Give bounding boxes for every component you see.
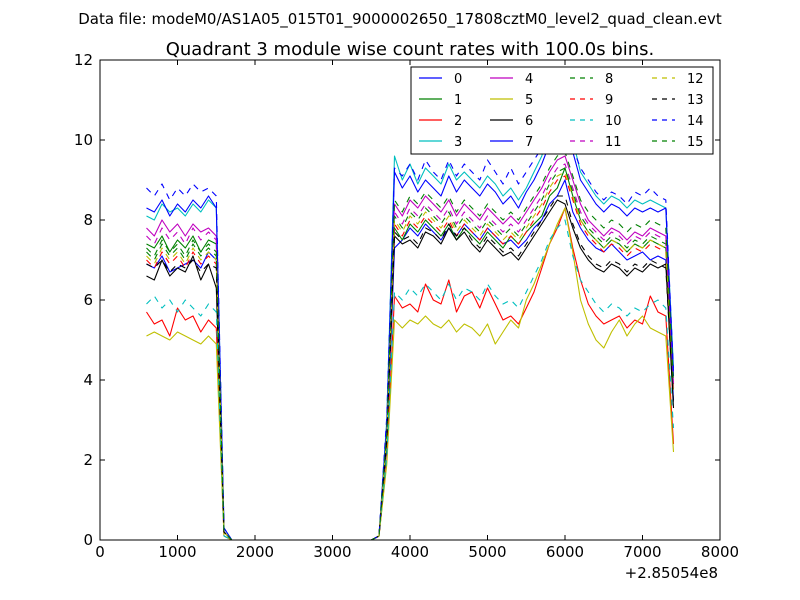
y-tick-label: 8 xyxy=(83,211,93,229)
legend-label-4: 4 xyxy=(525,72,533,87)
series-line-7 xyxy=(146,115,675,541)
legend-label-11: 11 xyxy=(605,135,622,150)
x-axis: 0 1000 2000 3000 4000 5000 6000 7000 8000 xyxy=(95,60,739,561)
plot-frame xyxy=(99,59,721,541)
y-tick-label: 2 xyxy=(83,451,93,469)
legend-box xyxy=(410,66,714,155)
legend-label-14: 14 xyxy=(687,114,704,129)
x-axis-offset-label: +2.85054e8 xyxy=(625,564,718,582)
x-tick-label: 5000 xyxy=(468,543,506,561)
legend-label-5: 5 xyxy=(525,93,533,108)
legend-label-13: 13 xyxy=(687,93,704,108)
legend-label-15: 15 xyxy=(687,135,704,150)
y-tick-label: 12 xyxy=(74,51,93,69)
series-line-14 xyxy=(146,115,675,541)
x-tick-label: 7000 xyxy=(623,543,661,561)
series-line-5 xyxy=(146,207,675,541)
legend-label-9: 9 xyxy=(605,93,613,108)
legend-label-6: 6 xyxy=(525,114,533,129)
legend-label-3: 3 xyxy=(454,135,462,150)
y-tick-label: 6 xyxy=(83,291,93,309)
legend-label-12: 12 xyxy=(687,72,704,87)
figure-suptitle: Data file: modeM0/AS1A05_015T01_90000026… xyxy=(78,10,722,29)
plot-lines xyxy=(146,95,675,541)
x-tick-label: 3000 xyxy=(313,543,351,561)
series-line-15 xyxy=(146,151,675,541)
y-tick-label: 10 xyxy=(74,131,93,149)
legend-label-7: 7 xyxy=(525,135,533,150)
legend-label-10: 10 xyxy=(605,114,622,129)
x-tick-label: 0 xyxy=(95,543,105,561)
x-tick-label: 4000 xyxy=(391,543,429,561)
y-tick-label: 0 xyxy=(83,531,93,549)
x-tick-label: 6000 xyxy=(546,543,584,561)
series-line-9 xyxy=(146,175,675,541)
legend-label-8: 8 xyxy=(605,72,613,87)
x-tick-label: 8000 xyxy=(701,543,739,561)
y-tick-label: 4 xyxy=(83,371,93,389)
legend-label-1: 1 xyxy=(454,93,462,108)
chart-title: Quadrant 3 module wise count rates with … xyxy=(166,39,655,60)
legend-label-2: 2 xyxy=(454,114,462,129)
legend-label-0: 0 xyxy=(454,72,462,87)
x-tick-label: 2000 xyxy=(236,543,274,561)
series-line-10 xyxy=(146,219,675,541)
x-tick-label: 1000 xyxy=(158,543,196,561)
